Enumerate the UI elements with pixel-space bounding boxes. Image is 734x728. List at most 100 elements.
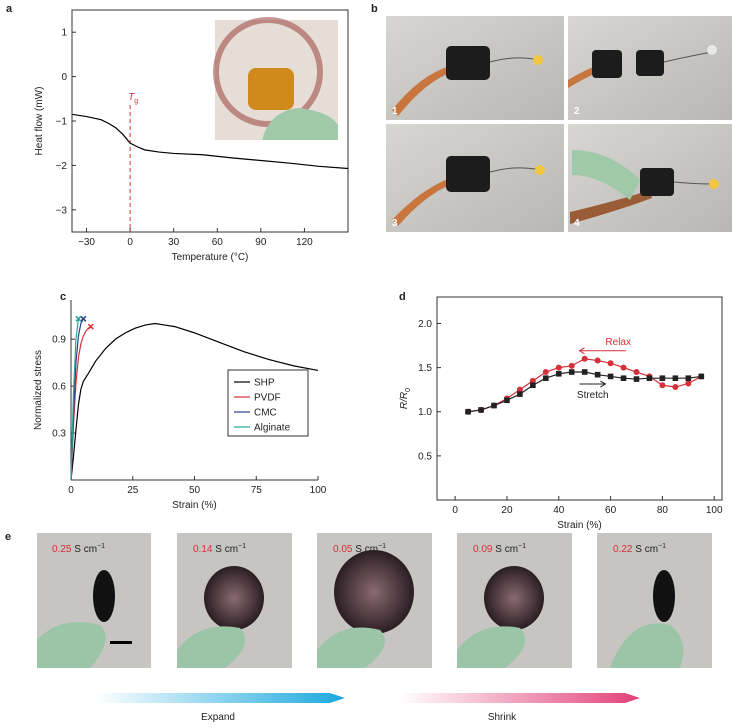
marker: [581, 369, 588, 375]
cross: [75, 315, 82, 322]
marker: [491, 402, 497, 409]
x-tick-label: 50: [189, 485, 201, 496]
inset-photo: [213, 17, 338, 140]
y-tick-label: 0.6: [52, 382, 66, 393]
conductivity-label: 0.09 S cm−1: [473, 543, 526, 555]
x-tick-label: 0: [452, 505, 458, 516]
marker: [672, 384, 679, 391]
x-tick-label: 90: [255, 237, 267, 248]
power: −1: [97, 543, 105, 550]
unit: S cm: [74, 544, 97, 555]
panel-label: d: [399, 291, 406, 303]
marker: [620, 375, 627, 381]
marker: [659, 382, 666, 389]
series-arrow: [579, 380, 607, 388]
y-tick-label: 1: [61, 28, 67, 39]
marker: [698, 373, 705, 380]
marker: [633, 369, 640, 376]
series-label: Stretch: [577, 390, 609, 401]
x-axis-label: Strain (%): [557, 520, 601, 531]
marker: [530, 382, 536, 389]
panel-label: b: [371, 3, 378, 15]
power: −1: [518, 543, 526, 550]
marker: [581, 355, 588, 362]
x-tick-label: 25: [127, 485, 139, 496]
value: 0.09: [473, 544, 493, 555]
marker: [607, 373, 614, 380]
marker: [568, 369, 575, 375]
x-tick-label: 20: [501, 505, 513, 516]
series-label: Relax: [605, 337, 631, 348]
marker: [594, 357, 601, 364]
arrow-label: Shrink: [488, 712, 517, 723]
x-tick-label: 75: [251, 485, 263, 496]
marker: [685, 375, 692, 381]
y-tick-label: −1: [56, 117, 68, 128]
x-tick-label: 40: [553, 505, 565, 516]
marker: [607, 360, 614, 367]
end-marker: [87, 323, 94, 330]
line: [70, 322, 319, 481]
x-tick-label: 100: [706, 505, 723, 516]
value: 0.14: [193, 544, 213, 555]
marker: [465, 408, 471, 415]
conductivity-label: 0.14 S cm−1: [193, 543, 246, 555]
arrow-label: Expand: [201, 712, 235, 723]
subscript: 0: [405, 388, 412, 392]
y-axis-label: Normalized stress: [33, 350, 44, 430]
legend-label: SHP: [254, 378, 275, 389]
y-tick-label: 0: [61, 72, 67, 83]
conductivity-label: 0.22 S cm−1: [613, 543, 666, 555]
subscript: g: [134, 98, 138, 105]
unit: S cm: [215, 544, 238, 555]
y-tick-label: 0.9: [52, 335, 66, 346]
power: −1: [378, 543, 386, 550]
marker: [620, 364, 627, 371]
y-axis-label: Heat flow (mW): [34, 87, 45, 156]
x-axis-label: Strain (%): [172, 500, 216, 511]
y-tick-label: 0.3: [52, 429, 66, 440]
line: [70, 318, 80, 481]
panel-label: c: [60, 291, 66, 303]
legend-label: CMC: [254, 408, 277, 419]
line: [468, 358, 702, 413]
marker: [529, 377, 536, 384]
x-tick-label: 60: [605, 505, 617, 516]
panel-label: a: [6, 3, 13, 15]
marker: [633, 376, 640, 382]
marker: [543, 375, 549, 381]
x-tick-label: −30: [78, 237, 95, 248]
marker: [504, 397, 510, 404]
x-tick-label: 80: [657, 505, 669, 516]
x-tick-label: 0: [68, 485, 74, 496]
balloon-photos: [37, 533, 712, 703]
marker: [646, 375, 653, 381]
unit: S cm: [635, 544, 658, 555]
label: T: [128, 92, 135, 103]
marker: [672, 375, 679, 381]
photo-number: 4: [574, 218, 580, 229]
x-tick-label: 0: [127, 237, 133, 248]
y-tick-label: 1.0: [418, 407, 432, 418]
y-tick-label: −3: [56, 205, 68, 216]
photo-grid: [386, 16, 732, 232]
cross: [80, 315, 87, 322]
x-tick-label: 60: [212, 237, 224, 248]
value: 0.22: [613, 544, 633, 555]
marker: [517, 391, 523, 397]
panel-label: e: [5, 531, 11, 543]
marker: [542, 369, 549, 376]
unit: S cm: [495, 544, 518, 555]
x-tick-label: 100: [310, 485, 327, 496]
annotation: Tg: [128, 92, 138, 105]
y-axis-label: R/R0: [399, 388, 412, 409]
unit: S cm: [355, 544, 378, 555]
plot-frame: [436, 296, 723, 501]
photo-number: 3: [392, 218, 398, 229]
photo-number: 2: [574, 106, 580, 117]
cross: [87, 323, 94, 330]
conductivity-label: 0.05 S cm−1: [333, 543, 386, 555]
end-marker: [80, 315, 87, 322]
power: −1: [238, 543, 246, 550]
